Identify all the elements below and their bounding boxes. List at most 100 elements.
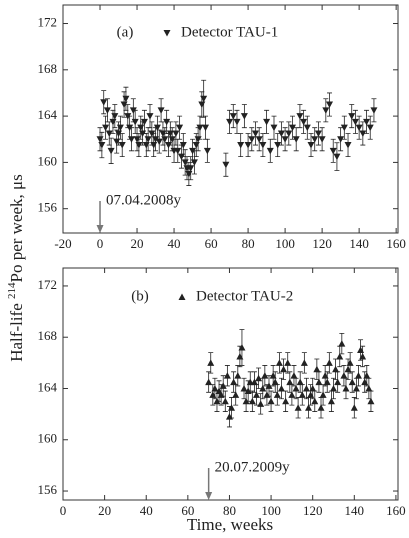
marker [286,378,294,386]
marker [250,378,258,386]
marker [292,136,300,143]
marker [248,397,256,405]
x-tick-label: 140 [349,236,369,251]
plot-frame [62,267,399,501]
marker [370,107,378,114]
marker [352,384,360,392]
y-tick-label: 172 [38,15,58,30]
x-tick-label: 60 [205,236,218,251]
marker [172,130,180,137]
marker [205,378,213,386]
marker [155,138,163,146]
marker [255,374,263,382]
marker [140,118,148,126]
x-tick-label: 100 [261,503,281,518]
x-tick-label: 120 [303,503,323,518]
marker [319,391,327,398]
marker [284,359,292,366]
y-tick-label: 160 [38,431,58,446]
y-label-sup: 214 [6,282,18,299]
x-tick-label: 40 [140,503,153,518]
marker [367,397,375,405]
y-label-part: Po per week, μs [7,174,26,282]
marker [311,136,319,143]
marker [271,378,279,386]
marker [203,147,211,155]
marker [300,118,308,126]
marker [363,372,371,379]
marker [313,365,321,373]
marker [196,124,204,132]
annotation: 07.04.2008y [106,192,182,208]
marker [344,142,352,149]
marker [314,130,322,137]
marker [161,136,169,143]
marker [232,391,240,398]
legend-label: Detector TAU-1 [181,24,278,40]
marker [309,384,317,392]
marker [266,147,274,155]
marker [273,391,281,398]
marker [336,352,344,360]
marker [294,404,302,411]
marker [340,372,348,379]
marker [263,118,271,126]
marker [237,142,245,149]
marker [285,130,293,137]
marker [365,384,373,392]
marker [259,142,267,149]
marker [223,372,231,379]
marker [329,147,337,155]
marker [305,404,313,411]
marker [281,136,289,143]
marker [219,382,227,389]
marker [326,101,334,109]
y-tick-label: 168 [38,61,58,76]
marker [280,365,288,373]
x-tick-label: 0 [97,236,104,251]
marker [270,124,278,132]
y-tick-label: 172 [38,277,58,292]
x-tick-label: 40 [168,236,181,251]
marker [346,359,354,366]
marker [251,130,259,137]
marker [230,378,238,386]
marker [277,384,285,392]
plot-frame [62,4,399,234]
marker [105,130,113,137]
legend-marker [163,30,171,37]
marker [118,142,126,149]
marker [265,382,273,389]
marker [302,384,310,392]
marker [248,136,256,143]
marker [226,118,234,126]
marker [176,124,184,132]
legend-marker [178,293,186,300]
y-tick-label: 156 [38,200,58,215]
marker [296,113,304,120]
panel-label: (b) [131,288,149,304]
marker [244,142,252,149]
x-tick-label: -20 [54,236,71,251]
y-tick-label: 164 [38,107,58,122]
y-tick-label: 164 [38,379,58,394]
marker [327,397,335,405]
x-tick-label: 160 [386,503,406,518]
x-tick-label: 80 [223,503,236,518]
marker [351,118,359,126]
marker [290,372,298,379]
marker [127,136,135,143]
marker [288,391,296,398]
panel-label: (a) [117,24,134,40]
x-tick-label: 160 [386,236,406,251]
marker [157,107,165,114]
marker [311,397,319,405]
marker [202,124,210,132]
legend-label: Detector TAU-2 [196,288,293,304]
marker [190,159,198,166]
marker [296,378,304,386]
x-tick-label: 80 [242,236,255,251]
y-label-part: Half-life [7,299,26,362]
marker [107,147,115,155]
